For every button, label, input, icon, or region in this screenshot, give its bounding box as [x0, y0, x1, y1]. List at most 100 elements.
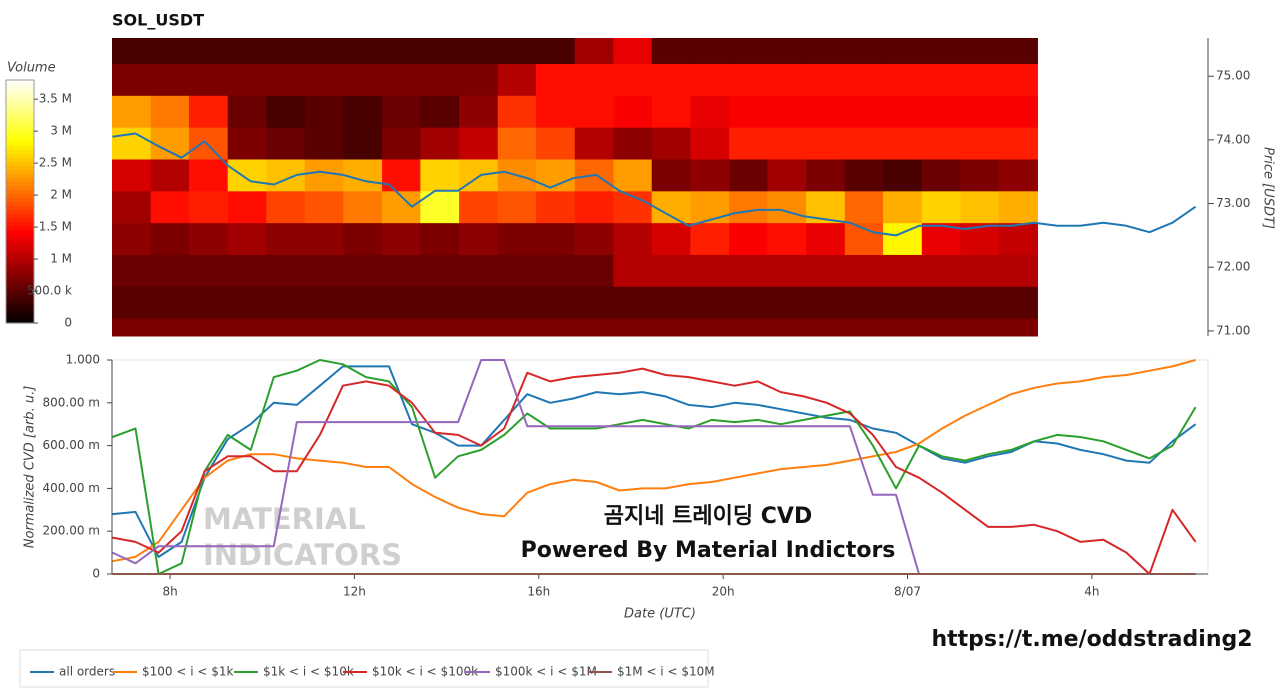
heatmap-cell [497, 38, 537, 64]
heatmap-cell [690, 38, 730, 64]
heatmap-cell [651, 158, 691, 192]
heatmap-cell [420, 63, 460, 96]
heatmap-cell [806, 38, 846, 64]
y-tick-label: 73.00 [1216, 196, 1250, 210]
heatmap-cell [960, 286, 1000, 319]
heatmap-cell [304, 95, 344, 128]
y-tick-label: 800.00 m [43, 395, 101, 409]
heatmap-cell [343, 38, 383, 64]
colorbar-segment [6, 258, 34, 263]
heatmap-cell [304, 38, 344, 64]
heatmap-cell [960, 190, 1000, 224]
heatmap-cell [459, 286, 499, 319]
heatmap-cell [459, 254, 499, 287]
heatmap-cell [960, 254, 1000, 287]
heatmap-cell [921, 190, 962, 224]
colorbar-segment [6, 161, 34, 166]
heatmap-cell [304, 63, 344, 96]
heatmap-cell [188, 63, 229, 96]
heatmap-cell [998, 286, 1038, 319]
heatmap-cell [343, 158, 383, 192]
heatmap-cell [536, 63, 576, 96]
colorbar-segment [6, 144, 34, 150]
colorbar-segment [6, 96, 34, 101]
colorbar-segment [6, 88, 34, 93]
heatmap-cell [574, 95, 614, 128]
colorbar-segment [6, 302, 34, 308]
heatmap-cell [150, 286, 190, 319]
y-tick-label: 72.00 [1216, 260, 1250, 274]
heatmap-cell [304, 190, 344, 224]
heatmap-cell [729, 318, 768, 337]
heatmap-cell [420, 254, 460, 287]
heatmap-cell [729, 286, 768, 319]
heatmap-cell [613, 318, 653, 337]
heatmap-cell [806, 254, 846, 287]
colorbar-segment [6, 120, 34, 126]
heatmap-cell [921, 286, 962, 319]
heatmap-cell [690, 254, 730, 287]
colorbar-segment [6, 318, 34, 324]
heatmap-cell [459, 318, 499, 337]
colorbar-segment [6, 100, 34, 105]
heatmap-cell [227, 158, 267, 192]
heatmap-cell [112, 222, 152, 255]
heatmap-cell [112, 38, 152, 64]
colorbar-segment [6, 197, 34, 203]
heatmap-cell [459, 222, 499, 255]
watermark: INDICATORS [203, 538, 402, 572]
link[interactable]: https://t.me/oddstrading2 [931, 627, 1252, 652]
heatmap-cell [497, 63, 537, 96]
heatmap-cell [690, 222, 730, 255]
legend-box [19, 649, 709, 688]
heatmap-cell [767, 158, 807, 192]
heatmap-cell [150, 222, 190, 255]
heatmap-cell [921, 158, 962, 192]
heatmap-cell [459, 63, 499, 96]
heatmap-cell [767, 254, 807, 287]
heatmap-cell [767, 190, 807, 224]
heatmap-cell [729, 190, 768, 224]
heatmap-cell [844, 127, 884, 160]
heatmap-cell [266, 318, 306, 337]
colorbar-segment [6, 185, 34, 190]
heatmap-cell [574, 190, 614, 224]
heatmap-cell [844, 222, 884, 255]
colorbar-segment [6, 116, 34, 122]
heatmap-cell [266, 38, 306, 64]
heatmap-cell [150, 127, 190, 160]
heatmap-cell [651, 95, 691, 128]
heatmap-cell [420, 158, 460, 192]
heatmap-cell [998, 127, 1038, 160]
colorbar-segment [6, 314, 34, 320]
heatmap-cell [382, 127, 421, 160]
heatmap-cell [883, 286, 923, 319]
heatmap-cell [574, 127, 614, 160]
colorbar-segment [6, 80, 34, 85]
heatmap-cell [844, 38, 884, 64]
colorbar-segment [6, 156, 34, 162]
x-tick-label: 20h [712, 585, 735, 599]
heatmap-cell [112, 63, 152, 96]
heatmap-cell [227, 318, 267, 337]
colorbar-tick-label: 3 M [50, 124, 72, 138]
colorbar-segment [6, 104, 34, 109]
colorbar-segment [6, 250, 34, 255]
heatmap-cell [343, 190, 383, 224]
heatmap-cell [883, 254, 923, 287]
heatmap-cell [998, 95, 1038, 128]
heatmap-cell [188, 127, 229, 160]
colorbar-segment [6, 140, 34, 146]
heatmap-cell [960, 318, 1000, 337]
legend-label: all orders [59, 665, 115, 679]
heatmap-cell [844, 286, 884, 319]
heatmap-cell [188, 318, 229, 337]
heatmap-cell [883, 95, 923, 128]
colorbar-segment [6, 246, 34, 251]
colorbar-segment [6, 148, 34, 154]
heatmap-cell [613, 158, 653, 192]
heatmap-cell [574, 254, 614, 287]
colorbar-segment [6, 201, 34, 207]
colorbar-segment [6, 242, 34, 247]
heatmap-cell [112, 254, 152, 287]
